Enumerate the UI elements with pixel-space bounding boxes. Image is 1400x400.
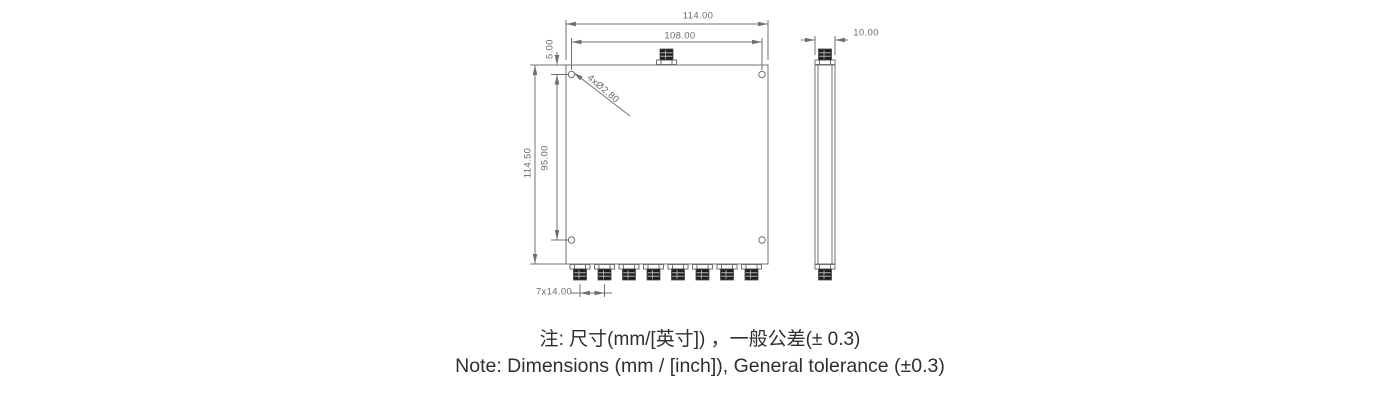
mounting-hole-bottom-right	[758, 236, 766, 244]
output-connectors-front	[569, 264, 762, 281]
output-connector-7	[716, 264, 738, 281]
side-top-connector	[814, 48, 836, 65]
dim-overall-width-label: 114.00	[682, 10, 714, 22]
dim-overall-height-label: 114.50	[522, 147, 534, 179]
output-connector-4	[643, 264, 664, 281]
output-connector-5	[667, 264, 689, 281]
side-bottom-connector	[814, 264, 836, 281]
dim-hole-top-offset-label: 5.00	[544, 39, 556, 59]
note-line-english: Note: Dimensions (mm / [inch]), General …	[455, 355, 945, 377]
side-view	[814, 64, 836, 265]
output-connector-6	[692, 264, 713, 281]
dim-connector-pitch-label: 7x14.00	[535, 286, 573, 298]
input-connector-front	[656, 48, 677, 65]
output-connector-1	[569, 264, 591, 281]
front-dimension-lines	[530, 20, 769, 297]
dim-thickness-label: 10.00	[853, 27, 879, 39]
output-connector-3	[618, 264, 640, 281]
drawing-notes: 注: 尺寸(mm/[英寸]) ，一般公差(± 0.3) Note: Dimens…	[0, 327, 1400, 379]
front-body-outline	[565, 64, 769, 265]
output-connector-8	[741, 264, 762, 281]
mounting-hole-bottom-left	[567, 236, 576, 244]
mounting-hole-top-right	[758, 70, 766, 79]
output-connector-2	[594, 264, 615, 281]
dim-hole-span-width-label: 108.00	[664, 30, 696, 42]
dim-hole-span-height-label: 95.00	[539, 145, 551, 171]
note-line-chinese: 注: 尺寸(mm/[英寸]) ，一般公差(± 0.3)	[539, 329, 861, 350]
front-view	[565, 64, 769, 265]
side-dimension-lines	[801, 36, 848, 55]
